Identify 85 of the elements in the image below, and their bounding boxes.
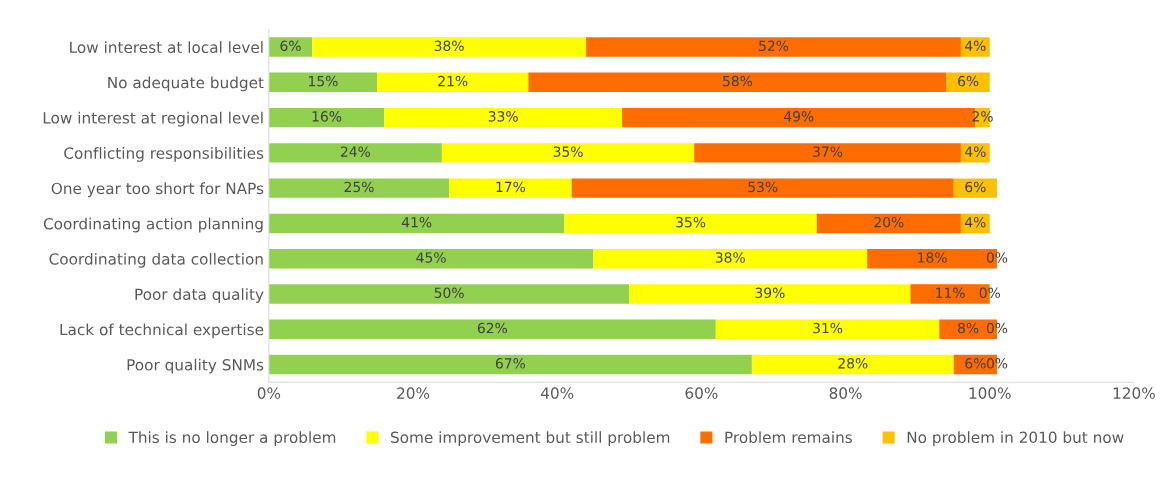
x-tick-label: 120% [1113, 387, 1155, 399]
data-label: 35% [553, 146, 583, 157]
bar [593, 249, 868, 269]
data-label: 6% [965, 181, 986, 193]
data-label: 58% [723, 75, 753, 87]
y-tick-label: No adequate budget [108, 76, 264, 92]
data-label: 45% [416, 252, 446, 263]
bar [751, 354, 954, 375]
bar [268, 143, 442, 163]
data-label: 17% [496, 181, 526, 193]
y-tick-label: Poor data quality [135, 288, 264, 303]
data-label: 8% [958, 322, 979, 334]
data-label: 4% [965, 216, 986, 228]
data-label: 41% [401, 216, 432, 228]
data-label: 38% [715, 252, 745, 263]
data-label: 52% [759, 40, 789, 52]
data-label: 6% [958, 75, 979, 87]
bar [449, 178, 572, 198]
data-label: 25% [344, 181, 374, 193]
bar [960, 37, 990, 57]
data-label: 6% [965, 358, 986, 369]
bar [441, 143, 695, 163]
bar [312, 37, 587, 57]
bar [953, 178, 997, 198]
bar [571, 178, 954, 198]
bar [586, 37, 961, 57]
legend-label: No problem in 2010 but now [907, 431, 1124, 447]
legend-label: Problem remains [725, 431, 852, 444]
data-label: 21% [438, 75, 468, 87]
bar [268, 107, 385, 128]
data-label: 50% [434, 287, 464, 299]
data-label: 31% [813, 322, 843, 334]
y-tick-label: Conflicting responsibilities [64, 147, 264, 162]
bar [268, 213, 565, 234]
data-label: 6% [280, 40, 301, 52]
data-label: 11% [936, 287, 965, 299]
data-label: 0% [986, 252, 1008, 263]
data-label: 33% [488, 111, 518, 122]
x-tick-label: 60% [685, 387, 718, 399]
bar [268, 249, 594, 269]
bar [268, 178, 450, 198]
data-label: 20% [874, 216, 904, 228]
bar [629, 284, 911, 304]
x-tick-label: 20% [397, 387, 430, 399]
data-label: 38% [434, 40, 464, 52]
data-label: 37% [813, 146, 843, 157]
data-label: 39% [755, 287, 785, 299]
bar [715, 319, 940, 339]
bar [268, 284, 630, 304]
data-label: 16% [312, 111, 342, 122]
x-tick-label: 80% [829, 387, 862, 399]
y-tick-label: Coordinating data collection [49, 252, 263, 268]
y-tick-label: Lack of technical expertise [60, 323, 264, 339]
bar [268, 354, 752, 375]
bar [268, 72, 377, 93]
bar [268, 37, 313, 57]
data-label: 15% [309, 75, 338, 87]
data-label: 49% [783, 111, 814, 122]
data-label: 4% [965, 40, 986, 52]
legend-label: This is no longer a problem [128, 431, 336, 447]
y-tick-label: One year too short for NAPs [51, 182, 264, 198]
y-tick-label: Low interest at local level [70, 41, 263, 54]
bar [816, 213, 961, 234]
data-label: 28% [838, 358, 868, 369]
bar [377, 72, 529, 93]
data-label: 53% [748, 181, 778, 193]
bar [268, 319, 716, 339]
bar [528, 72, 947, 93]
data-label: 4% [965, 146, 986, 157]
bar [694, 143, 961, 163]
data-label: 24% [340, 146, 371, 157]
bar [384, 107, 623, 128]
data-label: 35% [676, 216, 706, 228]
bar [960, 143, 990, 163]
data-label: 18% [918, 252, 947, 263]
x-tick-label: 100% [969, 387, 1011, 399]
legend-label: Some improvement but still problem [390, 431, 670, 447]
data-label: 67% [495, 358, 526, 369]
y-tick-label: Poor quality SNMs [127, 358, 264, 374]
y-tick-label: Low interest at regional level [43, 111, 263, 127]
data-label: 62% [477, 322, 508, 334]
bar [564, 213, 817, 234]
x-tick-label: 0% [257, 387, 281, 399]
y-tick-label: Coordinating action planning [43, 217, 263, 233]
x-tick-label: 40% [540, 387, 574, 399]
